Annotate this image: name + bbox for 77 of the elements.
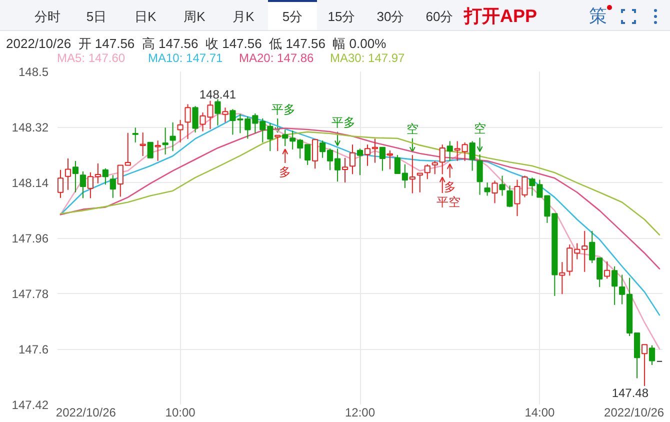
text: MA5: 147.60 xyxy=(57,51,126,65)
candlestick xyxy=(162,127,168,155)
candlestick xyxy=(641,344,648,386)
annotation: 多 xyxy=(444,180,456,194)
text: MA30: 147.97 xyxy=(330,51,405,65)
text: 5日 xyxy=(85,9,108,25)
annotation: 平多 xyxy=(272,102,296,116)
candlestick xyxy=(416,172,423,193)
y-tick-label: 147.42 xyxy=(12,398,49,412)
x-tick-label: 14:00 xyxy=(524,406,556,420)
candlestick xyxy=(484,182,490,196)
candlestick xyxy=(110,174,116,198)
candlestick xyxy=(72,160,79,193)
candlestick xyxy=(424,164,430,180)
annotation: 空 xyxy=(474,122,486,136)
annotation: 147.48 xyxy=(612,386,649,400)
chart-subtitle: 2022/10/26 开 147.56 高 147.56 收 147.56 低 147.56 幅 0.00% xyxy=(6,36,386,52)
text: 打开APP xyxy=(464,5,538,27)
candlestick xyxy=(342,157,348,183)
candlestick xyxy=(140,132,146,156)
text: 日K xyxy=(134,9,158,25)
candlestick xyxy=(132,127,138,143)
candlestick xyxy=(356,148,364,176)
candlestick xyxy=(80,170,86,199)
x-tick-label: 10:00 xyxy=(165,406,196,420)
candlestick xyxy=(184,104,191,140)
candlestick xyxy=(648,344,656,366)
candlestick xyxy=(222,107,228,123)
candlestick xyxy=(499,175,506,196)
candlestick xyxy=(379,146,386,172)
annotation: 多 xyxy=(279,164,292,179)
candlestick xyxy=(612,266,618,306)
candlestick xyxy=(559,262,566,295)
text: 分时 xyxy=(34,9,62,25)
candlestick xyxy=(58,169,64,198)
candlestick xyxy=(214,98,221,126)
text: 策 xyxy=(589,5,607,27)
candlestick xyxy=(476,154,483,196)
candlestick xyxy=(312,139,318,170)
y-tick-label: 148.14 xyxy=(12,176,49,190)
text: MA20: 147.86 xyxy=(239,51,314,65)
text: MA10: 147.71 xyxy=(148,51,223,65)
candlestick xyxy=(604,260,610,280)
text: 5分 xyxy=(281,9,304,25)
candlestick xyxy=(64,158,72,190)
text: 周K xyxy=(182,9,206,25)
candlestick xyxy=(386,150,393,170)
candlestick xyxy=(432,160,438,175)
text: 15分 xyxy=(326,9,356,25)
candlestick xyxy=(409,154,416,194)
y-tick-label: 148.32 xyxy=(12,120,49,134)
text: 30分 xyxy=(376,9,406,25)
candlestick xyxy=(147,142,154,158)
candlestick xyxy=(102,168,108,186)
candlestick xyxy=(506,185,513,208)
candlestick xyxy=(349,144,356,175)
y-tick-label: 147.78 xyxy=(12,287,49,301)
y-tick-label: 148.5 xyxy=(18,65,49,79)
annotation: 空 xyxy=(406,122,418,136)
x-tick-label: 12:00 xyxy=(344,406,376,420)
text: 60分 xyxy=(424,9,454,25)
candlestick xyxy=(170,122,176,152)
text: 月K xyxy=(232,9,256,25)
x-tick-label: 2022/10/26 xyxy=(56,406,116,420)
candlestick xyxy=(439,144,446,175)
candlestick xyxy=(446,140,453,162)
annotation: 平空 xyxy=(436,195,460,210)
annotation: 平多 xyxy=(332,116,356,130)
candlestick xyxy=(274,134,281,152)
x-tick-label: 2022/10/26 xyxy=(604,406,664,420)
candlestick xyxy=(154,140,161,162)
y-tick-label: 147.6 xyxy=(18,342,49,356)
candlestick xyxy=(177,119,184,143)
y-tick-label: 147.96 xyxy=(12,232,49,246)
candlestick xyxy=(492,180,498,204)
annotation: 148.41 xyxy=(199,87,236,102)
candlestick xyxy=(192,106,198,134)
